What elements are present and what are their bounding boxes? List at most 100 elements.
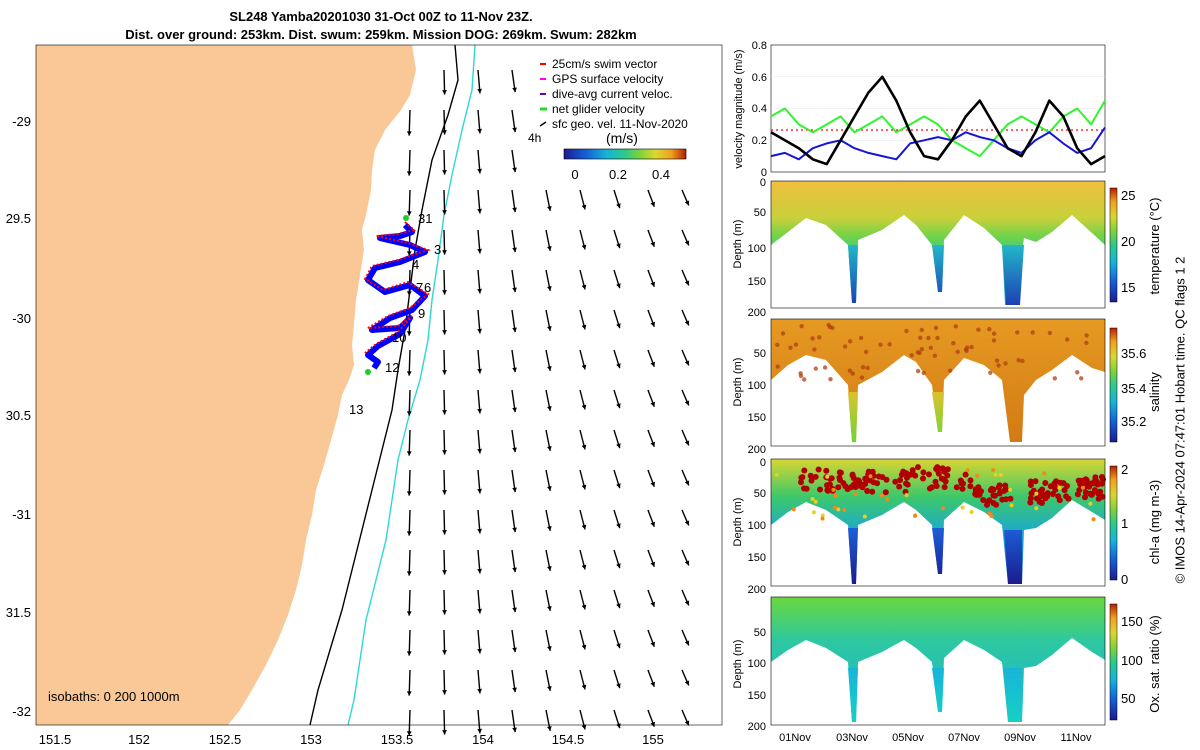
geo-vector-head — [477, 288, 482, 294]
salinity-dot — [1079, 376, 1084, 381]
geo-vector-head — [684, 240, 690, 246]
geo-vector-head — [616, 363, 621, 369]
salinity-dot — [1015, 330, 1020, 335]
geo-vector-head — [512, 247, 517, 253]
geo-vector-head — [406, 651, 412, 656]
chlorophyll-dot — [1034, 491, 1039, 496]
temperature-panel: 25 20 15 temperature (°C) Depth (m) 0 50… — [732, 177, 1162, 319]
salinity-dot — [813, 366, 818, 371]
chlorophyll-dot — [1075, 477, 1082, 484]
legend-gps: GPS surface velocity — [552, 72, 663, 86]
chlorophyll-dot — [1027, 478, 1034, 485]
geo-vector-head — [477, 248, 482, 254]
salinity-dot — [928, 345, 933, 350]
geo-vector-head — [650, 521, 655, 527]
chlorophyll-dot — [909, 470, 916, 477]
geo-vector-head — [616, 203, 621, 209]
geo-vector-head — [406, 131, 412, 136]
geo-vector-head — [442, 410, 447, 415]
chlorophyll-dot — [1003, 496, 1010, 503]
chlorophyll-dot — [897, 477, 903, 484]
geo-vector-head — [512, 327, 517, 333]
track-red — [363, 221, 432, 354]
geo-vector-head — [684, 480, 690, 486]
salinity-dot — [915, 368, 921, 374]
map-ytick: -30 — [12, 311, 31, 326]
salinity-dot — [799, 324, 804, 329]
chlorophyll-dot — [1002, 482, 1009, 489]
geo-vector-head — [406, 411, 412, 416]
day-labels: 31 3 4 6 7 9 10 12 13 — [349, 211, 441, 417]
geo-vector-head — [512, 407, 517, 413]
salinity-dots — [775, 322, 1089, 382]
chlorophyll-dot — [926, 485, 933, 492]
salinity-dot — [991, 338, 997, 343]
geo-vector-head — [406, 211, 412, 216]
geo-vector-head — [581, 364, 587, 370]
geo-vector-head — [581, 244, 587, 250]
geo-vector-head — [477, 528, 482, 534]
day-label: 10 — [392, 330, 406, 345]
salinity-dot — [921, 370, 926, 376]
track-start — [403, 215, 409, 221]
geo-vector-head — [406, 451, 412, 456]
geo-vector-head — [547, 366, 552, 371]
chlorophyll-dot — [1052, 486, 1059, 493]
velocity-ylabel: velocity magnitude (m/s) — [733, 49, 745, 168]
chlorophyll-dot — [1032, 478, 1039, 485]
salinity-dot — [955, 349, 960, 354]
geo-vector-head — [650, 441, 655, 447]
temperature-cbar-label: temperature (°C) — [1147, 198, 1162, 295]
salinity-cbar-tick: 35.6 — [1121, 346, 1146, 361]
geo-vector-head — [442, 570, 447, 575]
geo-vector-head — [442, 130, 447, 135]
geo-vector-head — [684, 720, 690, 726]
chlorophyll-dot — [823, 467, 830, 474]
oxygen-cbar-tick: 100 — [1121, 653, 1143, 668]
isobath-200m — [309, 44, 459, 726]
velocity-series-line — [770, 75, 1106, 166]
salinity-ylabel: Depth (m) — [732, 358, 744, 407]
salinity-cbar-tick: 35.4 — [1121, 381, 1146, 396]
chlorophyll-dot — [1027, 499, 1034, 506]
geo-vector-head — [442, 90, 447, 95]
chlorophyll-dot — [1042, 480, 1049, 486]
time-xticks: 01Nov 03Nov 05Nov 07Nov 09Nov 11Nov — [779, 732, 1092, 744]
salinity-dot — [1065, 337, 1070, 342]
chlorophyll-dot — [837, 469, 844, 476]
geo-vector-head — [616, 403, 621, 409]
colorbar-title: (m/s) — [606, 130, 638, 146]
salinity-dot — [933, 325, 939, 331]
chlorophyll-dot — [904, 481, 911, 488]
oxygen-frame — [770, 596, 1106, 726]
track-blue — [365, 222, 428, 370]
chlorophyll-dot — [1091, 487, 1098, 494]
depth-tick: 100 — [748, 380, 766, 392]
chlorophyll-dot — [835, 484, 842, 491]
chlorophyll-dot — [1088, 501, 1093, 506]
chlorophyll-dot — [1082, 489, 1089, 496]
salinity-dot — [847, 339, 853, 344]
temperature-plume — [848, 245, 1024, 305]
chlorophyll-dot — [1100, 476, 1106, 483]
salinity-dot — [775, 342, 780, 347]
salinity-dot — [810, 336, 815, 341]
geo-vector-head — [650, 601, 655, 607]
chlorophyll-dot — [942, 478, 949, 485]
day-label: 31 — [418, 211, 432, 226]
legend-net: net glider velocity — [552, 102, 645, 116]
day-label: 4 — [412, 257, 419, 272]
isobath-label: isobaths: 0 200 1000m — [48, 689, 180, 704]
chlorophyll-dot — [849, 472, 856, 479]
chlorophyll-cbar-tick: 1 — [1121, 516, 1128, 531]
temperature-colorbar — [1109, 187, 1118, 303]
map-ytick: -32 — [12, 704, 31, 719]
salinity-dot — [1052, 376, 1058, 381]
date-tick: 01Nov — [779, 732, 811, 744]
geo-vector-head — [406, 251, 412, 256]
chlorophyll-dot — [934, 464, 941, 471]
geo-vector-head — [512, 367, 517, 373]
chlorophyll-dot — [967, 477, 974, 484]
salinity-dot — [826, 322, 831, 328]
